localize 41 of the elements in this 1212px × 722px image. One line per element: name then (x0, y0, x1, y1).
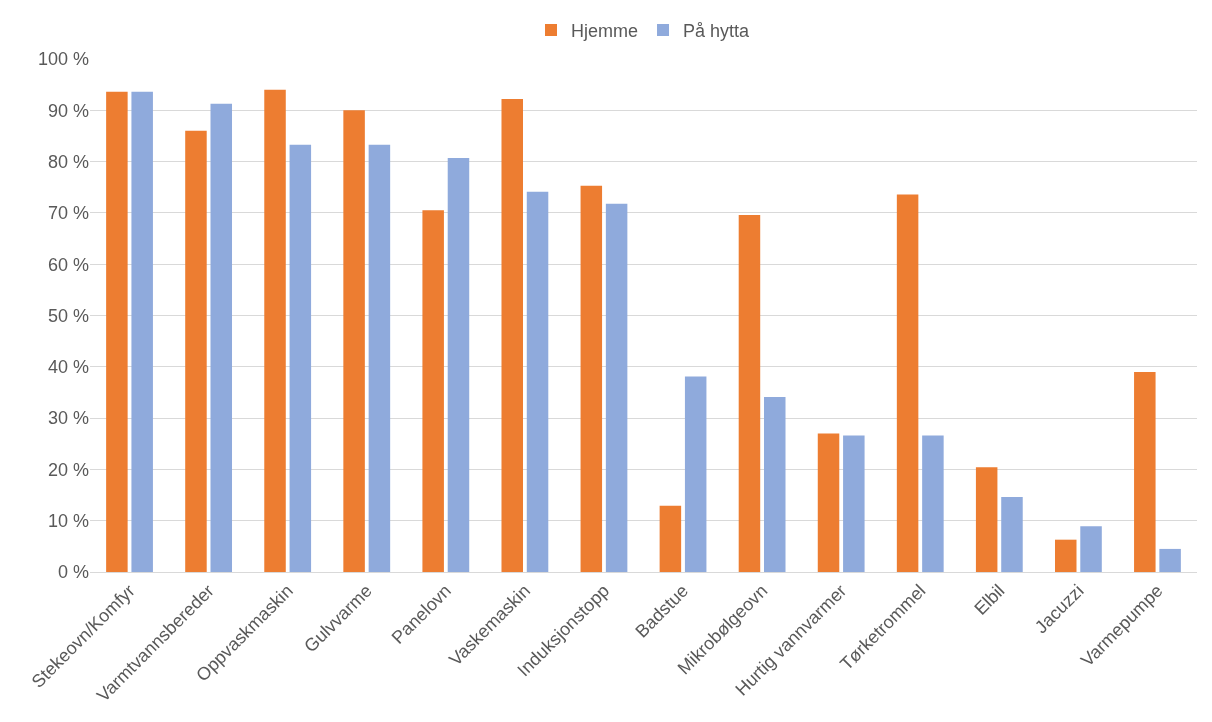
y-tick-label: 10 % (47, 511, 89, 531)
bar (1134, 371, 1156, 572)
y-tick-label: 0 % (57, 562, 89, 583)
bar (368, 144, 391, 572)
bar (422, 210, 444, 572)
y-tick-label: 100 % (37, 49, 89, 70)
bar (501, 99, 523, 572)
bar (922, 435, 944, 572)
y-tick-label: 90 % (47, 100, 89, 121)
bar (817, 433, 840, 572)
bar (659, 505, 682, 572)
bar (526, 191, 549, 572)
bar (764, 397, 786, 572)
bar (185, 130, 207, 572)
bar (684, 376, 707, 572)
bar (738, 214, 761, 572)
bar (605, 203, 628, 572)
bar (975, 467, 998, 572)
legend-label: På hytta (683, 20, 751, 41)
bar (264, 89, 286, 572)
bar (1080, 526, 1102, 572)
bar (1001, 497, 1023, 572)
bar (289, 144, 312, 572)
legend-label: Hjemme (571, 20, 639, 41)
bar (447, 158, 470, 572)
y-tick-label: 30 % (47, 408, 89, 429)
bar (580, 185, 603, 572)
y-tick-label: 40 % (47, 357, 89, 378)
y-tick-label: 50 % (47, 305, 89, 326)
bar (343, 110, 365, 572)
bar (896, 194, 919, 572)
y-tick-label: 80 % (47, 151, 89, 172)
y-tick-label: 70 % (47, 203, 89, 224)
bar (843, 435, 865, 572)
bar (1054, 539, 1077, 572)
bar (131, 91, 153, 572)
bar (106, 91, 128, 572)
y-tick-label: 60 % (47, 254, 89, 275)
bar (1159, 548, 1181, 572)
bar (210, 103, 233, 572)
y-tick-label: 20 % (47, 459, 89, 480)
